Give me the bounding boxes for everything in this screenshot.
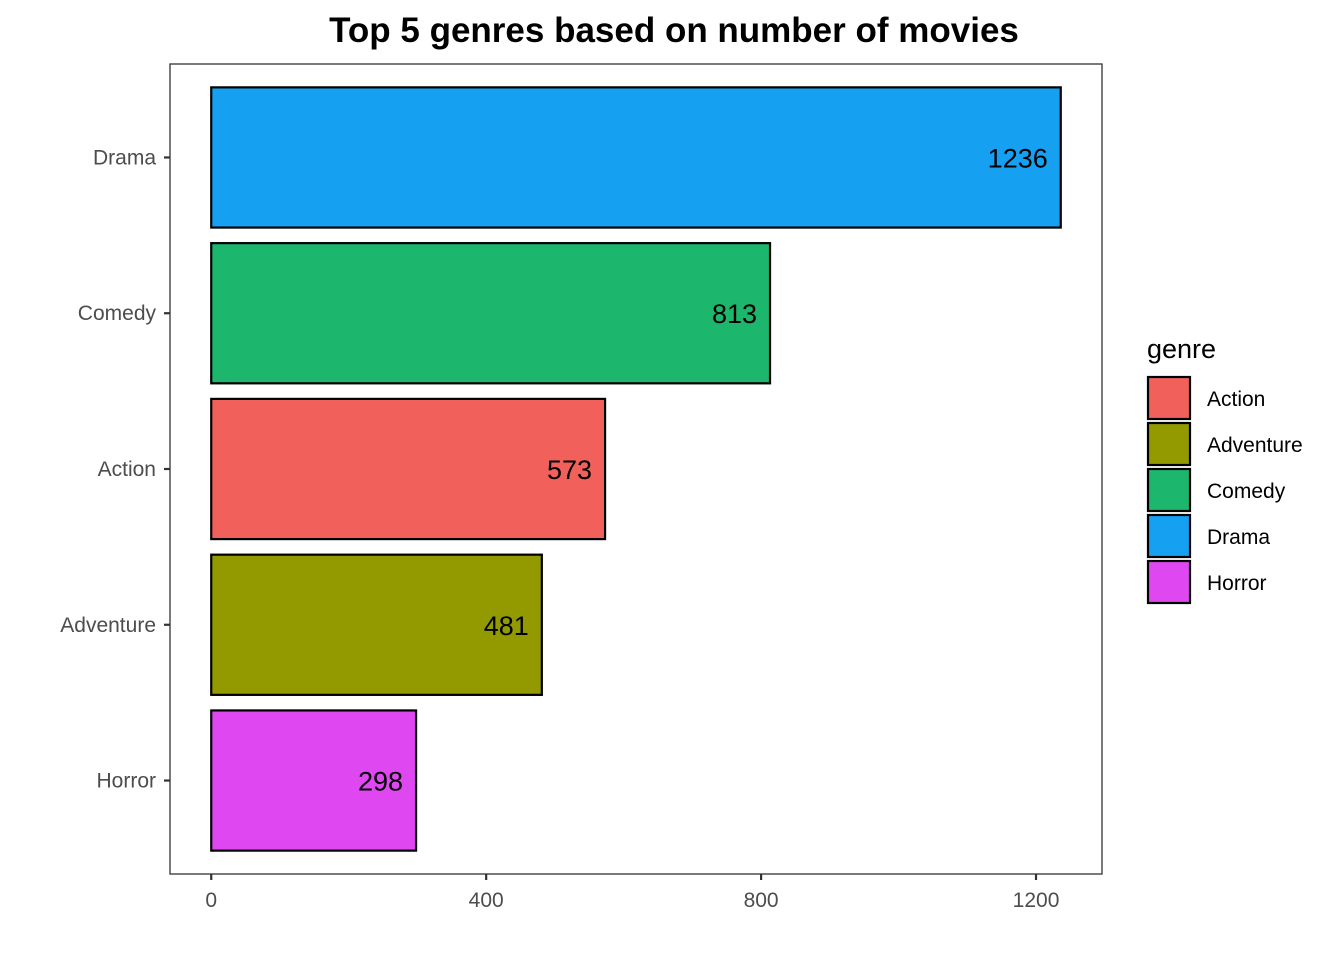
y-tick-label-drama: Drama xyxy=(93,146,156,169)
legend-key-drama xyxy=(1146,513,1192,559)
bar-drama xyxy=(210,86,1062,229)
y-axis: Drama Comedy Action Adventure Horror xyxy=(60,146,170,793)
legend-label-horror: Horror xyxy=(1207,572,1267,595)
legend-key-horror xyxy=(1146,559,1192,605)
x-axis: 0 400 800 1200 xyxy=(205,874,1059,912)
legend-key-comedy xyxy=(1146,467,1192,513)
data-label-horror: 298 xyxy=(358,767,403,797)
data-label-drama: 1236 xyxy=(988,143,1048,173)
x-tick-label: 800 xyxy=(744,889,779,912)
x-tick-label: 1200 xyxy=(1013,889,1060,912)
data-label-adventure: 481 xyxy=(484,611,529,641)
bar-adventure xyxy=(210,553,543,696)
legend-title: genre xyxy=(1147,334,1216,364)
chart-title: Top 5 genres based on number of movies xyxy=(329,11,1019,50)
y-tick-label-action: Action xyxy=(98,458,156,481)
legend-key-action xyxy=(1146,375,1192,421)
legend-label-adventure: Adventure xyxy=(1207,434,1303,457)
legend-label-comedy: Comedy xyxy=(1207,480,1286,503)
data-label-action: 573 xyxy=(547,455,592,485)
y-tick-label-comedy: Comedy xyxy=(78,302,157,325)
y-tick-label-adventure: Adventure xyxy=(60,614,156,637)
legend-items: Action Adventure Comedy Drama Horror xyxy=(1146,375,1303,605)
bar-horror xyxy=(210,709,418,852)
x-tick-label: 400 xyxy=(469,889,504,912)
data-label-comedy: 813 xyxy=(712,299,757,329)
legend: genre Action Adventure Comedy Drama Horror xyxy=(1146,334,1303,605)
bar-action xyxy=(210,397,607,541)
y-tick-label-horror: Horror xyxy=(96,770,156,793)
legend-label-drama: Drama xyxy=(1207,526,1270,549)
bars-layer: 1236 813 573 481 298 xyxy=(210,86,1062,852)
x-tick-label: 0 xyxy=(205,889,217,912)
legend-key-adventure xyxy=(1146,421,1192,467)
legend-label-action: Action xyxy=(1207,388,1265,411)
bar-comedy xyxy=(210,242,772,385)
